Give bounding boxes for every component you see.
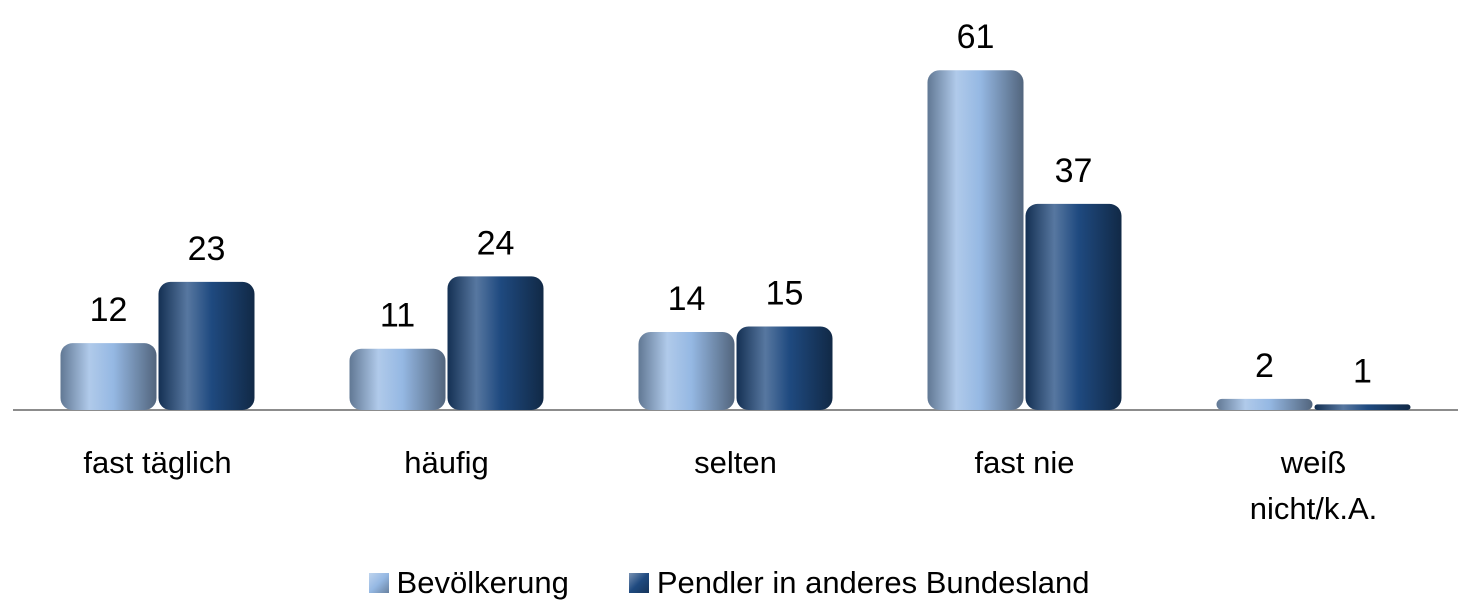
data-label: 12 [90, 291, 128, 329]
data-label: 24 [477, 224, 515, 262]
data-label: 11 [380, 297, 415, 335]
legend-item: Pendler in anderes Bundesland [628, 565, 1090, 601]
bar [927, 70, 1024, 410]
bar [736, 326, 833, 410]
x-tick-label: fast nie [974, 445, 1075, 480]
x-tick-label: fast täglich [83, 445, 232, 480]
legend-swatch [628, 573, 649, 593]
legend-label: Bevölkerung [396, 565, 569, 600]
data-label: 61 [957, 18, 995, 56]
bar [60, 343, 157, 410]
x-tick-label: weiß nicht/k.A. [1249, 445, 1378, 526]
bar [1025, 203, 1122, 410]
bar [349, 348, 446, 410]
legend-label: Pendler in anderes Bundesland [656, 565, 1090, 600]
legend-swatch [368, 573, 389, 593]
legend: Bevölkerung Pendler in anderes Bundesland [0, 565, 1458, 601]
data-label: 14 [668, 280, 706, 318]
bar [1314, 404, 1411, 410]
bar [638, 332, 735, 410]
x-tick-label: häufig [404, 445, 489, 480]
x-tick-label: selten [694, 445, 777, 480]
data-label: 23 [188, 230, 226, 268]
legend-item: Bevölkerung [368, 565, 569, 601]
data-label: 15 [766, 274, 804, 312]
bar [447, 276, 544, 410]
bar [158, 281, 255, 410]
data-label: 1 [1353, 352, 1372, 390]
data-label: 37 [1055, 152, 1093, 190]
bar [1216, 398, 1313, 410]
data-label: 2 [1255, 347, 1274, 385]
